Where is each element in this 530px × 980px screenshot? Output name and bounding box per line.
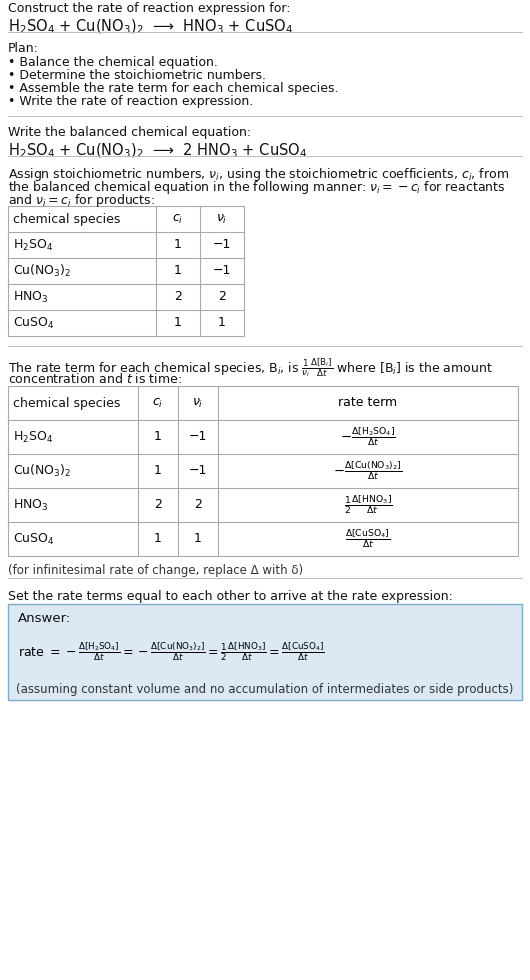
Text: and $\nu_i = c_i$ for products:: and $\nu_i = c_i$ for products: <box>8 192 155 209</box>
Text: 2: 2 <box>218 290 226 304</box>
Text: 1: 1 <box>154 430 162 444</box>
Text: H$_2$SO$_4$: H$_2$SO$_4$ <box>13 237 54 253</box>
Text: Cu(NO$_3$)$_2$: Cu(NO$_3$)$_2$ <box>13 263 72 279</box>
Text: The rate term for each chemical species, B$_i$, is $\frac{1}{\nu_i}\frac{\Delta[: The rate term for each chemical species,… <box>8 356 493 378</box>
Text: CuSO$_4$: CuSO$_4$ <box>13 316 55 330</box>
Text: H$_2$SO$_4$ + Cu(NO$_3$)$_2$  ⟶  HNO$_3$ + CuSO$_4$: H$_2$SO$_4$ + Cu(NO$_3$)$_2$ ⟶ HNO$_3$ +… <box>8 18 293 36</box>
Text: Write the balanced chemical equation:: Write the balanced chemical equation: <box>8 126 251 139</box>
Text: $\nu_i$: $\nu_i$ <box>192 397 204 410</box>
Text: concentration and $t$ is time:: concentration and $t$ is time: <box>8 372 182 386</box>
Text: 2: 2 <box>154 499 162 512</box>
Text: • Assemble the rate term for each chemical species.: • Assemble the rate term for each chemic… <box>8 82 339 95</box>
Text: (assuming constant volume and no accumulation of intermediates or side products): (assuming constant volume and no accumul… <box>16 682 514 696</box>
Text: 1: 1 <box>174 265 182 277</box>
Text: Answer:: Answer: <box>18 612 71 625</box>
Text: 1: 1 <box>154 532 162 546</box>
Text: $\frac{1}{2}\frac{\Delta[\mathrm{HNO_3}]}{\Delta t}$: $\frac{1}{2}\frac{\Delta[\mathrm{HNO_3}]… <box>343 494 392 516</box>
Text: • Balance the chemical equation.: • Balance the chemical equation. <box>8 56 218 69</box>
Text: HNO$_3$: HNO$_3$ <box>13 289 49 305</box>
Text: Set the rate terms equal to each other to arrive at the rate expression:: Set the rate terms equal to each other t… <box>8 590 453 603</box>
Text: 1: 1 <box>218 317 226 329</box>
Text: HNO$_3$: HNO$_3$ <box>13 498 49 513</box>
Text: $-\frac{\Delta[\mathrm{H_2SO_4}]}{\Delta t}$: $-\frac{\Delta[\mathrm{H_2SO_4}]}{\Delta… <box>340 425 396 449</box>
Text: −1: −1 <box>189 465 207 477</box>
Text: 1: 1 <box>174 238 182 252</box>
Text: $c_i$: $c_i$ <box>152 397 164 410</box>
Text: rate $= -\frac{\Delta[\mathrm{H_2SO_4}]}{\Delta t} = -\frac{\Delta[\mathrm{Cu(NO: rate $= -\frac{\Delta[\mathrm{H_2SO_4}]}… <box>18 641 325 663</box>
Text: • Determine the stoichiometric numbers.: • Determine the stoichiometric numbers. <box>8 69 266 82</box>
Text: rate term: rate term <box>339 397 398 410</box>
Text: Assign stoichiometric numbers, $\nu_i$, using the stoichiometric coefficients, $: Assign stoichiometric numbers, $\nu_i$, … <box>8 166 509 183</box>
Text: 1: 1 <box>194 532 202 546</box>
Text: (for infinitesimal rate of change, replace Δ with δ): (for infinitesimal rate of change, repla… <box>8 564 303 577</box>
Text: Plan:: Plan: <box>8 42 39 55</box>
Text: 2: 2 <box>174 290 182 304</box>
Bar <box>8 206 244 336</box>
Text: chemical species: chemical species <box>13 213 120 225</box>
Text: Construct the rate of reaction expression for:: Construct the rate of reaction expressio… <box>8 2 290 15</box>
Text: $c_i$: $c_i$ <box>172 213 183 225</box>
Text: 1: 1 <box>174 317 182 329</box>
Text: H$_2$SO$_4$: H$_2$SO$_4$ <box>13 429 54 445</box>
Bar <box>8 386 518 556</box>
Text: $\nu_i$: $\nu_i$ <box>216 213 228 225</box>
Text: Cu(NO$_3$)$_2$: Cu(NO$_3$)$_2$ <box>13 463 72 479</box>
Text: $\frac{\Delta[\mathrm{CuSO_4}]}{\Delta t}$: $\frac{\Delta[\mathrm{CuSO_4}]}{\Delta t… <box>345 527 391 551</box>
Text: • Write the rate of reaction expression.: • Write the rate of reaction expression. <box>8 95 253 108</box>
Text: the balanced chemical equation in the following manner: $\nu_i = -c_i$ for react: the balanced chemical equation in the fo… <box>8 179 506 196</box>
Text: −1: −1 <box>189 430 207 444</box>
Text: chemical species: chemical species <box>13 397 120 410</box>
Text: H$_2$SO$_4$ + Cu(NO$_3$)$_2$  ⟶  2 HNO$_3$ + CuSO$_4$: H$_2$SO$_4$ + Cu(NO$_3$)$_2$ ⟶ 2 HNO$_3$… <box>8 142 307 161</box>
Text: $-\frac{\Delta[\mathrm{Cu(NO_3)_2}]}{\Delta t}$: $-\frac{\Delta[\mathrm{Cu(NO_3)_2}]}{\De… <box>333 460 403 482</box>
Text: CuSO$_4$: CuSO$_4$ <box>13 531 55 547</box>
Text: 2: 2 <box>194 499 202 512</box>
Text: −1: −1 <box>213 238 231 252</box>
Bar <box>8 604 522 700</box>
Text: 1: 1 <box>154 465 162 477</box>
Text: −1: −1 <box>213 265 231 277</box>
